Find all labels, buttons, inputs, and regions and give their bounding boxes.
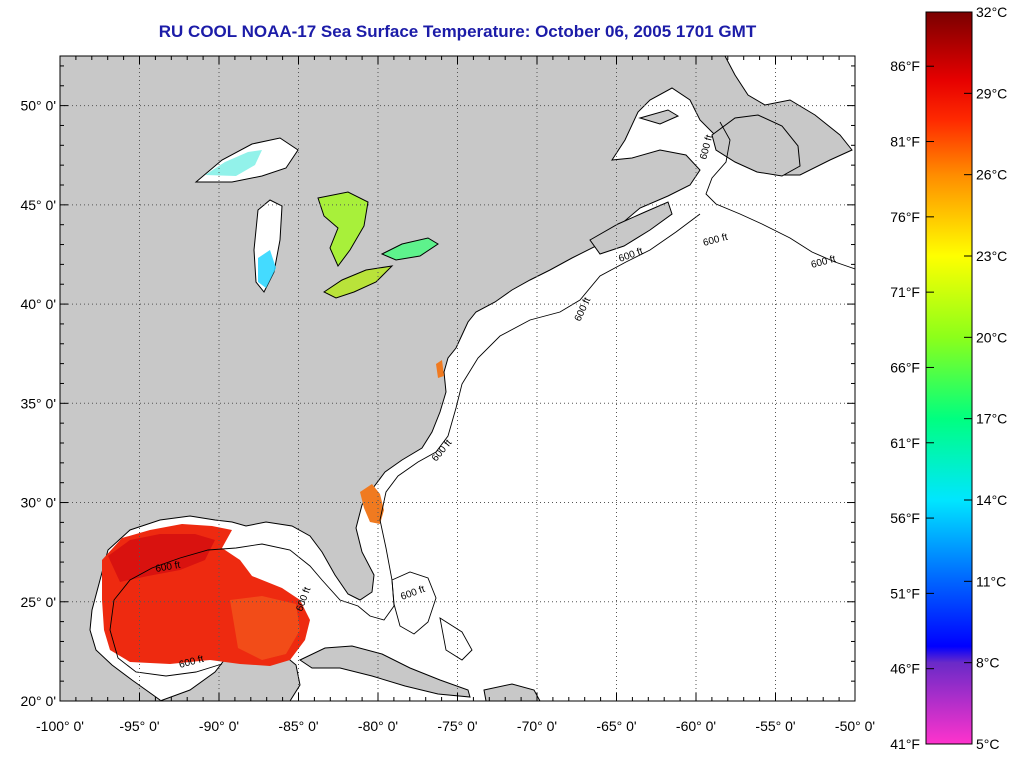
celsius-tick-label: 8°C	[976, 655, 1000, 671]
lon-tick-label: -80° 0'	[358, 718, 398, 734]
lon-tick-label: -55° 0'	[755, 718, 795, 734]
celsius-tick-label: 17°C	[976, 411, 1007, 427]
celsius-tick-label: 20°C	[976, 329, 1007, 345]
fahrenheit-tick-label: 61°F	[890, 435, 920, 451]
celsius-tick-label: 5°C	[976, 736, 1000, 752]
lake-huron	[317, 191, 369, 267]
celsius-tick-label: 29°C	[976, 85, 1007, 101]
lat-tick-label: 30° 0'	[20, 495, 56, 511]
lon-tick-label: -95° 0'	[119, 718, 159, 734]
lon-tick-label: -75° 0'	[437, 718, 477, 734]
latitude-labels: 50° 0' 45° 0' 40° 0' 35° 0' 30° 0' 25° 0' 20° …	[20, 98, 56, 709]
lat-tick-label: 25° 0'	[20, 594, 56, 610]
celsius-tick-label: 11°C	[976, 573, 1006, 589]
land-nova-scotia	[589, 201, 673, 255]
gulf-sst-warm-core	[108, 534, 215, 582]
lon-tick-label: -90° 0'	[199, 718, 239, 734]
fahrenheit-tick-label: 71°F	[890, 284, 920, 300]
colorbar-fahrenheit-labels: 86°F 81°F 76°F 71°F 66°F 61°F 56°F 51°F 46°F 41°F	[890, 58, 934, 752]
lon-tick-label: -60° 0'	[676, 718, 716, 734]
celsius-tick-label: 23°C	[976, 248, 1007, 264]
longitude-labels: -100° 0' -95° 0' -90° 0' -85° 0' -80° 0' -75°…	[36, 718, 875, 734]
atlantic-sst-patch	[360, 484, 384, 524]
fahrenheit-tick-label: 51°F	[890, 585, 920, 601]
fahrenheit-tick-label: 46°F	[890, 661, 920, 677]
isobath-600ft-bahamas	[391, 571, 473, 661]
lon-tick-label: -65° 0'	[596, 718, 636, 734]
land-anticosti	[638, 109, 680, 125]
lon-tick-label: -50° 0'	[835, 718, 875, 734]
lake-michigan-sst	[258, 250, 276, 288]
colorbar-celsius-labels: 32°C 29°C 26°C 23°C 20°C 17°C 14°C 11°C 8°C 5°C	[964, 4, 1007, 752]
map-title: RU COOL NOAA-17 Sea Surface Temperature:…	[158, 22, 757, 41]
lat-tick-label: 20° 0'	[20, 693, 56, 709]
lake-erie	[323, 265, 394, 299]
celsius-tick-label: 26°C	[976, 167, 1007, 183]
chesapeake-sst-patch	[436, 360, 444, 378]
lon-tick-label: -85° 0'	[278, 718, 318, 734]
lat-tick-label: 40° 0'	[20, 296, 56, 312]
fahrenheit-tick-label: 81°F	[890, 134, 920, 150]
lon-tick-label: -70° 0'	[517, 718, 557, 734]
lat-lon-grid	[60, 56, 855, 701]
fahrenheit-tick-label: 41°F	[890, 736, 920, 752]
lake-ontario	[380, 237, 439, 261]
lat-tick-label: 35° 0'	[20, 395, 56, 411]
gulf-sst-orange	[230, 596, 300, 660]
celsius-tick-label: 32°C	[976, 4, 1007, 20]
colorbar: 32°C 29°C 26°C 23°C 20°C 17°C 14°C 11°C 8°C 5°C 8…	[890, 4, 1007, 752]
colorbar-gradient	[925, 11, 973, 745]
isobath-600ft	[109, 121, 855, 677]
land-cuba	[298, 645, 471, 698]
fahrenheit-tick-label: 86°F	[890, 58, 920, 74]
lat-tick-label: 45° 0'	[20, 197, 56, 213]
lat-tick-label: 50° 0'	[20, 98, 56, 114]
isobath-label: 600 ft	[155, 560, 182, 575]
lon-tick-label: -100° 0'	[36, 718, 84, 734]
land-newfoundland	[711, 114, 801, 177]
fahrenheit-tick-label: 76°F	[890, 209, 920, 225]
celsius-tick-label: 14°C	[976, 492, 1007, 508]
fahrenheit-tick-label: 66°F	[890, 359, 920, 375]
fahrenheit-tick-label: 56°F	[890, 510, 920, 526]
frame-ticks	[59, 56, 856, 702]
lake-superior-sst	[205, 150, 262, 176]
